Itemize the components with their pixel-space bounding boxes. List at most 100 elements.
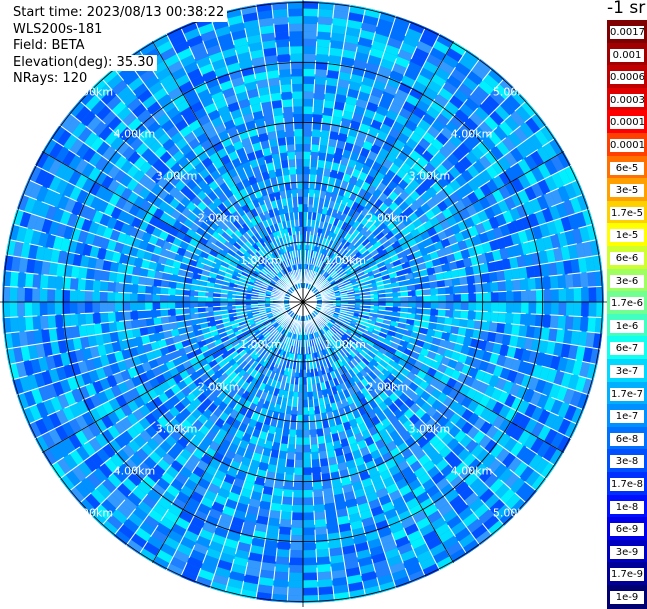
range-gate <box>10 287 18 302</box>
range-gate <box>17 317 26 332</box>
range-gate <box>438 302 446 309</box>
range-gate <box>272 586 288 595</box>
range-gate <box>281 92 292 100</box>
range-gate <box>460 310 468 319</box>
range-gate <box>498 302 506 313</box>
range-gate <box>55 276 64 289</box>
range-gate <box>100 302 108 313</box>
range-gate <box>303 9 318 17</box>
range-gate <box>70 290 78 302</box>
range-gate <box>296 437 303 445</box>
range-gate <box>557 274 566 288</box>
range-gate <box>289 565 303 573</box>
range-gate <box>303 415 309 423</box>
range-gate <box>115 302 123 312</box>
range-gate <box>298 392 303 400</box>
range-gate <box>272 107 283 116</box>
range-gate <box>160 302 168 309</box>
range-gate <box>48 315 57 329</box>
range-gate <box>286 137 295 145</box>
range-gate <box>303 527 315 535</box>
range-gate <box>303 482 313 490</box>
range-gate <box>294 136 303 144</box>
range-gate <box>283 114 293 122</box>
range-gate <box>489 322 498 333</box>
range-gate <box>317 564 332 573</box>
range-gate <box>279 519 291 527</box>
range-gate <box>318 9 334 18</box>
range-gate <box>274 480 285 489</box>
range-gate <box>580 272 589 287</box>
range-gate <box>183 302 191 308</box>
range-gate <box>303 91 314 99</box>
range-gate <box>587 271 596 287</box>
range-gate <box>275 564 290 573</box>
range-gate <box>303 24 318 32</box>
range-gate <box>312 482 322 490</box>
range-gate <box>513 313 521 325</box>
range-gate <box>294 467 303 475</box>
range-gate <box>325 510 337 519</box>
range-gate <box>78 313 86 325</box>
range-gate <box>303 550 316 558</box>
range-gate <box>292 512 303 520</box>
range-gate <box>71 266 80 279</box>
range-gate <box>317 24 332 33</box>
range-gate <box>276 549 290 558</box>
range-gate <box>303 16 318 24</box>
range-gate <box>92 302 100 313</box>
range-gate <box>70 278 78 291</box>
range-gate <box>468 302 476 311</box>
range-gate <box>303 106 313 114</box>
range-gate <box>506 302 514 313</box>
range-gate <box>313 497 324 505</box>
range-gate <box>303 557 317 565</box>
range-gate <box>92 291 100 302</box>
range-gate <box>303 152 311 160</box>
range-gate <box>268 518 281 527</box>
range-gate <box>303 460 312 468</box>
range-gate <box>581 302 589 317</box>
range-gate <box>281 504 292 512</box>
range-gate <box>542 276 551 289</box>
range-gate <box>496 270 505 281</box>
range-gate <box>288 16 303 24</box>
range-gate <box>296 167 303 175</box>
range-gate <box>303 422 310 430</box>
range-gate <box>168 302 176 309</box>
range-gate <box>303 46 316 54</box>
range-gate <box>292 505 303 513</box>
range-gate <box>108 282 116 293</box>
range-gate <box>303 588 318 596</box>
range-gate <box>316 47 330 56</box>
range-gate <box>107 302 115 312</box>
range-gate <box>323 107 334 116</box>
range-gate <box>303 99 314 107</box>
range-gate <box>183 296 191 302</box>
range-gate <box>271 495 282 504</box>
range-gate <box>108 312 116 323</box>
range-gate <box>566 302 574 316</box>
range-gate <box>160 287 168 295</box>
range-gate <box>47 289 55 302</box>
range-gate <box>303 54 316 62</box>
range-gate <box>55 302 63 315</box>
range-gate <box>275 31 290 40</box>
range-gate <box>526 326 535 339</box>
range-gate <box>86 268 95 280</box>
range-gate <box>325 85 337 94</box>
range-gate <box>289 167 296 175</box>
range-gate <box>313 489 324 497</box>
range-gate <box>316 54 329 63</box>
range-gate <box>40 315 49 329</box>
range-gate <box>115 311 123 321</box>
range-gate <box>303 437 310 445</box>
range-gate <box>275 556 289 565</box>
range-gate <box>587 317 596 333</box>
range-gate <box>481 321 490 332</box>
range-gate <box>519 325 528 338</box>
range-gate <box>318 579 333 588</box>
range-gate <box>286 452 295 460</box>
range-gate <box>504 323 513 335</box>
range-gate <box>292 91 303 99</box>
